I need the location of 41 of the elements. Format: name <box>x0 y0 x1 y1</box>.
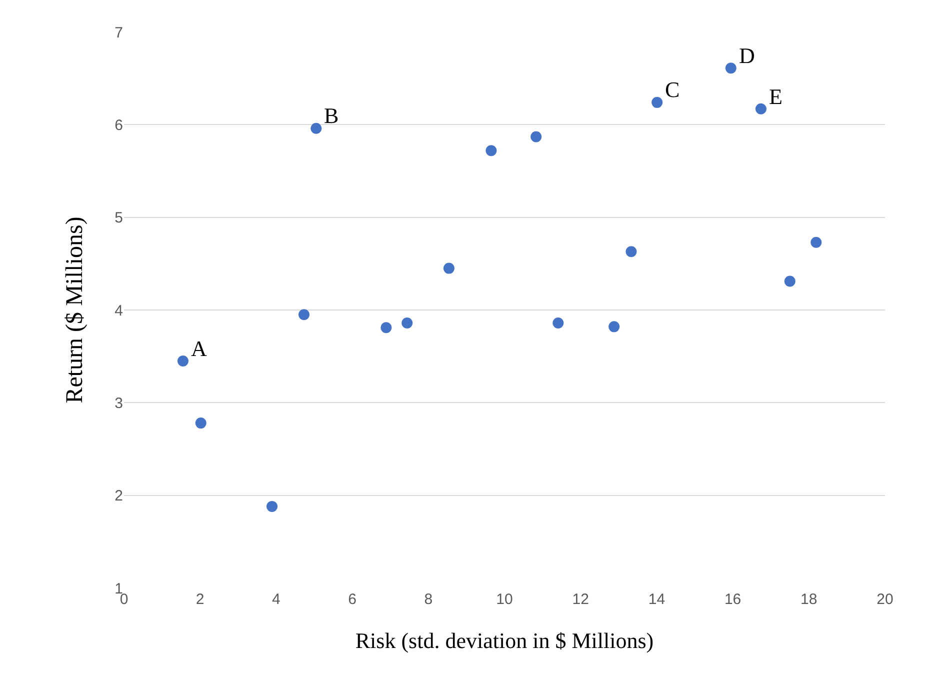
x-tick-label: 6 <box>348 591 356 608</box>
x-tick-label: 14 <box>648 591 666 608</box>
point <box>784 276 796 287</box>
x-tick-label: 8 <box>424 591 433 608</box>
point <box>310 122 322 134</box>
x-tick-label: 12 <box>572 591 589 608</box>
point <box>486 145 497 156</box>
point <box>626 246 637 258</box>
point <box>552 317 564 328</box>
point <box>755 103 766 114</box>
y-tick-label: 6 <box>114 116 123 134</box>
x-tick-label: 10 <box>496 591 513 608</box>
y-tick-label: 5 <box>114 210 123 227</box>
x-tick-label: 18 <box>800 591 818 608</box>
y-tick-label: 3 <box>114 394 123 412</box>
annotation: D <box>739 43 755 68</box>
annotation: B <box>324 103 339 128</box>
point <box>380 322 392 334</box>
annotation: A <box>191 336 207 361</box>
point <box>652 96 663 108</box>
point <box>266 500 278 512</box>
annotation: E <box>769 84 782 109</box>
x-tick-label: 16 <box>724 591 742 608</box>
point <box>177 355 188 366</box>
point <box>810 236 822 248</box>
point <box>608 321 620 332</box>
point <box>195 418 206 429</box>
x-axis-title: Risk (std. deviation in $ Millions) <box>355 628 654 653</box>
point <box>298 309 310 320</box>
point <box>443 262 454 274</box>
x-tick-label: 4 <box>272 591 280 608</box>
x-tick-label: 2 <box>196 591 204 608</box>
point <box>725 62 736 74</box>
point <box>402 317 413 328</box>
x-tick-label: 20 <box>876 591 894 608</box>
y-tick-label: 4 <box>114 302 123 320</box>
point <box>530 131 542 142</box>
y-tick-label: 7 <box>114 24 123 42</box>
annotation: C <box>665 77 680 102</box>
y-tick-label: 2 <box>114 488 123 505</box>
y-axis-title: Return ($ Millions) <box>62 216 88 404</box>
